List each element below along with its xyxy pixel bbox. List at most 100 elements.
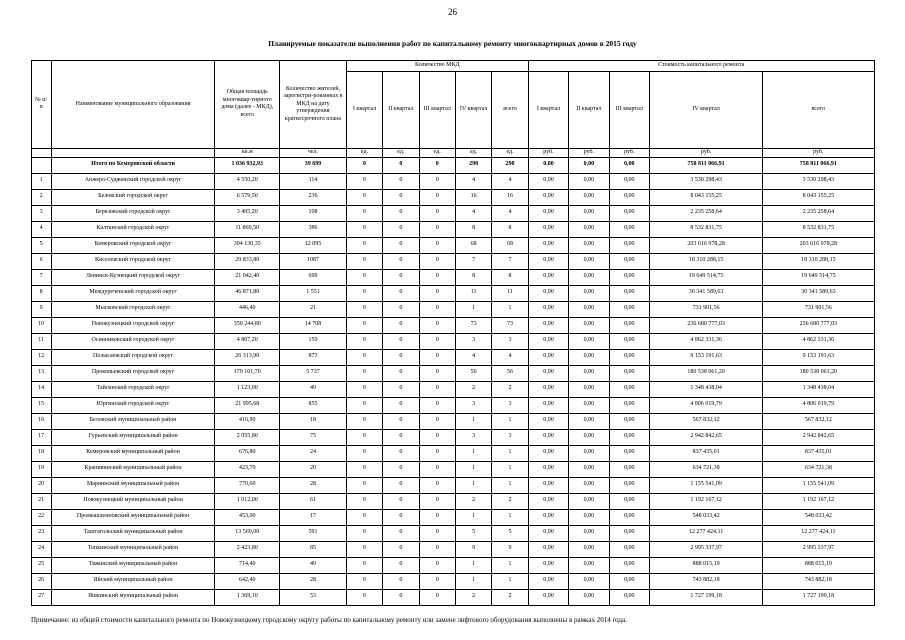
value-cell: 0,00 [527,252,570,270]
value-cell: 0,00 [527,508,570,526]
value-cell: 2 [491,492,529,510]
value-cell: 19 649 514,75 [762,268,875,286]
value-cell: 11 869,50 [214,220,281,238]
value-cell: 0,00 [527,268,570,286]
value-cell: 0 [382,428,420,446]
value-cell: 85 [279,540,347,558]
value-cell: 7 [454,252,493,270]
value-cell: ед. [491,147,529,158]
header-count-q2: II квартал [382,70,420,149]
value-cell: 4 550,20 [214,172,281,190]
value-cell: 0 [418,540,456,558]
value-cell: 0,00 [608,412,651,430]
value-cell: 21 042,40 [214,268,281,286]
value-cell: 21 995,68 [214,396,281,414]
value-cell: 0 [418,252,456,270]
value-cell: 3 530 298,43 [649,172,764,190]
value-cell: 180 538 061,20 [649,364,764,382]
value-cell: 2 [454,588,493,606]
value-cell: 0 [418,380,456,398]
value-cell: 2 [454,380,493,398]
value-cell: 27 [30,588,52,606]
value-cell: 26 313,90 [214,348,281,366]
municipality-cell: Тайгинский городской округ [50,380,216,398]
value-cell: 0,00 [568,284,610,302]
value-cell: 8 043 155,25 [762,188,875,206]
value-cell: 30 341 589,63 [649,284,764,302]
value-cell: 0,00 [568,428,610,446]
value-cell: 0,00 [568,572,610,590]
value-cell: 0,00 [608,492,651,510]
value-cell: ед. [418,147,456,158]
value-cell: 0 [418,508,456,526]
value-cell: 73 [491,316,529,334]
value-cell: 0,00 [527,460,570,478]
value-cell: 18 [30,444,52,462]
value-cell: 0 [345,556,384,574]
municipality-cell: Крапивинский муниципальный район [50,460,216,478]
value-cell: 2 055,80 [214,428,281,446]
report-table: № п/п Наименование муниципального образо… [30,60,875,606]
value-cell: 0 [345,396,384,414]
municipality-cell [50,147,216,158]
value-cell: 0 [345,172,384,190]
value-cell: 18 [279,412,347,430]
value-cell: 0,00 [568,204,610,222]
value-cell: руб. [608,147,651,158]
value-cell: 9 [30,300,52,318]
value-cell: 20 [30,476,52,494]
header-cost-q3: III квартал [608,70,651,149]
value-cell: 1 [491,556,529,574]
value-cell: 25 [30,556,52,574]
value-cell: 0 [345,204,384,222]
table-row: 20 Мариинский муниципальный район 770,60 28… [30,476,875,494]
municipality-cell: Ленинск-Кузнецкий городской округ [50,268,216,286]
value-cell: 16 [30,412,52,430]
value-cell: 888 015,19 [762,556,875,574]
value-cell: 12 277 424,11 [649,524,764,542]
value-cell: 4 862 331,36 [762,332,875,350]
value-cell: 0,00 [568,316,610,334]
value-cell: 3 [454,332,493,350]
value-cell: 16 [491,188,529,206]
value-cell: 855 [279,396,347,414]
value-cell: 3 [491,396,529,414]
value-cell: 0,00 [568,300,610,318]
value-cell: 8 [454,268,493,286]
value-cell: 837 435,01 [762,444,875,462]
value-cell: 1 155 541,09 [762,476,875,494]
value-cell: 0 [345,412,384,430]
header-group-repair-cost: Стоимость капитального ремонта [527,60,875,72]
value-cell: 0,00 [568,444,610,462]
value-cell: 0 [382,332,420,350]
value-cell: 416,90 [214,412,281,430]
value-cell: 8 [454,220,493,238]
value-cell: 0 [345,428,384,446]
value-cell: 699 [279,268,347,286]
value-cell: 0,00 [608,428,651,446]
value-cell: 0 [418,188,456,206]
value-cell: 0,00 [568,172,610,190]
value-cell: 1 [454,300,493,318]
value-cell: 1 [491,444,529,462]
value-cell: 0,00 [608,188,651,206]
value-cell: 56 [491,364,529,382]
value-cell: 0,00 [568,556,610,574]
value-cell: 0 [418,428,456,446]
value-cell: 0,00 [568,412,610,430]
value-cell: 18 310 288,15 [762,252,875,270]
value-cell: 0,00 [568,268,610,286]
value-cell: 9 [491,540,529,558]
value-cell: 386 [279,220,347,238]
value-cell: 3 [30,204,52,222]
value-cell: 0,00 [608,556,651,574]
value-cell: 0 [345,540,384,558]
table-row: 27 Яшкинский муниципальный район 1 369,10 5… [30,588,875,606]
value-cell: 0 [345,316,384,334]
value-cell: 1 192 167,12 [762,492,875,510]
value-cell: 17 [30,428,52,446]
value-cell: 0,00 [568,460,610,478]
value-cell: 203 616 978,28 [649,236,764,254]
footnote: Примечание: из общей стоимости капитальн… [31,615,627,624]
